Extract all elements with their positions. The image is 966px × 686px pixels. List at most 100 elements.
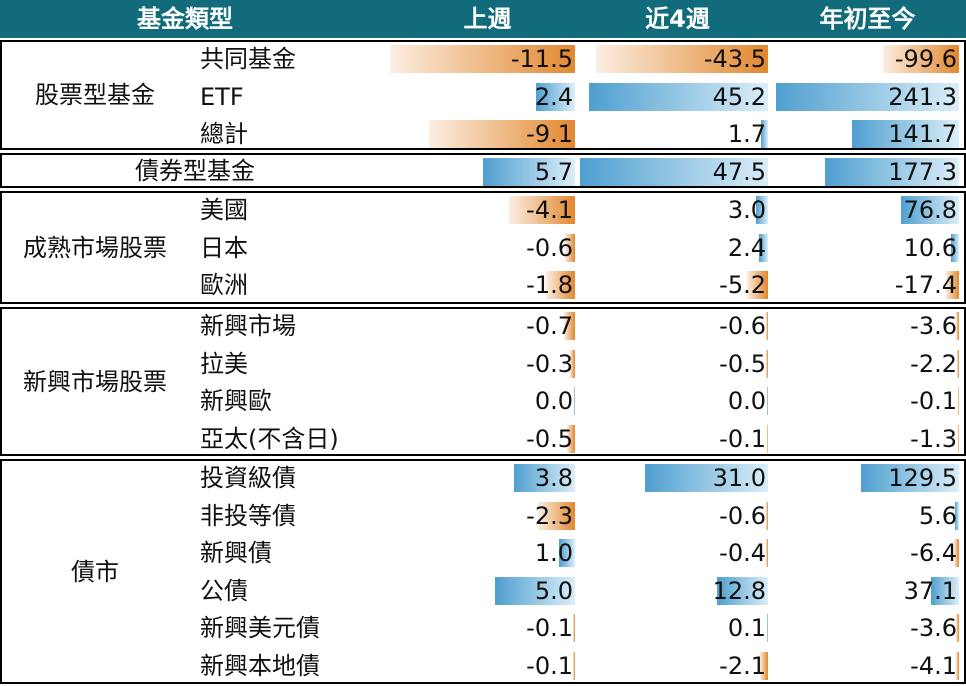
value-label: -0.1 (719, 424, 766, 453)
value-label: -6.4 (910, 539, 957, 567)
value-label: 1.7 (727, 120, 766, 148)
row-label: 歐洲 (200, 271, 248, 299)
value-bar (536, 82, 575, 111)
value-bar (945, 271, 959, 299)
value-bar (761, 120, 768, 148)
value-bar (957, 424, 959, 453)
value-bar (513, 464, 575, 492)
value-bar (954, 501, 959, 530)
value-label: 0.0 (534, 387, 573, 415)
value-label: -0.1 (526, 614, 573, 642)
value-label: 3.0 (727, 196, 766, 224)
value-label: 141.7 (888, 120, 957, 148)
group-label: 新興市場股票 (23, 367, 167, 396)
value-label: -0.6 (719, 501, 766, 530)
value-bar (824, 158, 959, 186)
row-label: 新興市場 (200, 312, 296, 340)
value-bar (765, 312, 768, 340)
value-bar (645, 464, 768, 492)
value-label: -2.3 (526, 501, 573, 530)
value-bar (573, 387, 575, 415)
value-label: 37.1 (903, 576, 957, 605)
group-label: 成熟市場股票 (23, 233, 167, 262)
value-bar (595, 45, 768, 73)
value-bar (957, 349, 959, 378)
value-label: -0.5 (526, 424, 573, 453)
value-label: 2.4 (727, 233, 766, 262)
value-label: 177.3 (888, 158, 957, 186)
value-label: 10.6 (903, 233, 957, 262)
value-label: 0.0 (727, 387, 766, 415)
value-bar (570, 349, 575, 378)
value-bar (860, 464, 959, 492)
value-label: 1.0 (534, 539, 573, 567)
value-label: -4.1 (526, 196, 573, 224)
value-label: -0.1 (526, 651, 573, 680)
value-bar (950, 233, 959, 262)
value-bar (509, 196, 575, 224)
row-label: 總計 (200, 120, 248, 148)
value-label: -43.5 (703, 45, 766, 73)
value-label: 31.0 (712, 464, 766, 492)
value-label: -0.6 (526, 233, 573, 262)
header-four-weeks: 近4週 (645, 5, 710, 33)
value-label: -5.2 (719, 271, 766, 299)
row-label: 非投等債 (200, 501, 296, 530)
value-label: -0.4 (719, 539, 766, 567)
row-label: 新興歐 (200, 387, 272, 415)
header-ytd: 年初至今 (819, 5, 916, 33)
value-label: 0.1 (727, 614, 766, 642)
value-label: -0.6 (719, 312, 766, 340)
value-bar (483, 158, 575, 186)
value-bar (538, 501, 575, 530)
value-bar (580, 158, 768, 186)
table-header: 基金類型 上週 近4週 年初至今 (0, 0, 966, 38)
value-label: -3.6 (910, 312, 957, 340)
value-bar (954, 539, 959, 567)
value-bar (766, 424, 768, 453)
row-label: 拉美 (200, 349, 248, 378)
value-bar (957, 387, 959, 415)
value-bar (589, 82, 768, 111)
value-bar (766, 614, 768, 642)
value-bar (573, 651, 575, 680)
value-bar (956, 614, 959, 642)
value-label: -1.3 (910, 424, 957, 453)
row-label: 亞太(不含日) (200, 424, 339, 453)
value-label: 47.5 (712, 158, 766, 186)
value-bar (766, 539, 768, 567)
value-label: 3.8 (534, 464, 573, 492)
group-label: 股票型基金 (35, 81, 155, 109)
value-bar (390, 45, 575, 73)
value-label: 76.8 (903, 196, 957, 224)
group-label: 債券型基金 (135, 156, 255, 185)
value-bar (573, 614, 575, 642)
value-bar (747, 271, 768, 299)
value-label: -0.5 (719, 349, 766, 378)
value-label: -3.6 (910, 614, 957, 642)
value-label: -0.7 (526, 312, 573, 340)
value-bar (851, 120, 959, 148)
row-label: 新興本地債 (200, 651, 320, 680)
value-bar (566, 424, 575, 453)
row-label: 公債 (200, 576, 248, 605)
value-label: 12.8 (712, 576, 766, 605)
value-label: 5.7 (534, 158, 573, 186)
value-bar (765, 501, 768, 530)
group-frame (0, 153, 966, 188)
value-bar (776, 82, 959, 111)
header-last-week: 上週 (463, 5, 512, 33)
value-bar (758, 233, 768, 262)
group-frame (0, 307, 966, 456)
row-label: 投資級債 (200, 464, 296, 492)
value-bar (759, 651, 768, 680)
row-label: 新興債 (200, 539, 272, 567)
row-label: 日本 (200, 233, 248, 262)
header-fund-type: 基金類型 (137, 5, 233, 33)
value-bar (494, 576, 575, 605)
value-label: -4.1 (910, 651, 957, 680)
value-bar (900, 196, 959, 224)
value-label: -2.2 (910, 349, 957, 378)
value-label: 45.2 (712, 82, 766, 111)
value-label: -11.5 (510, 45, 573, 73)
